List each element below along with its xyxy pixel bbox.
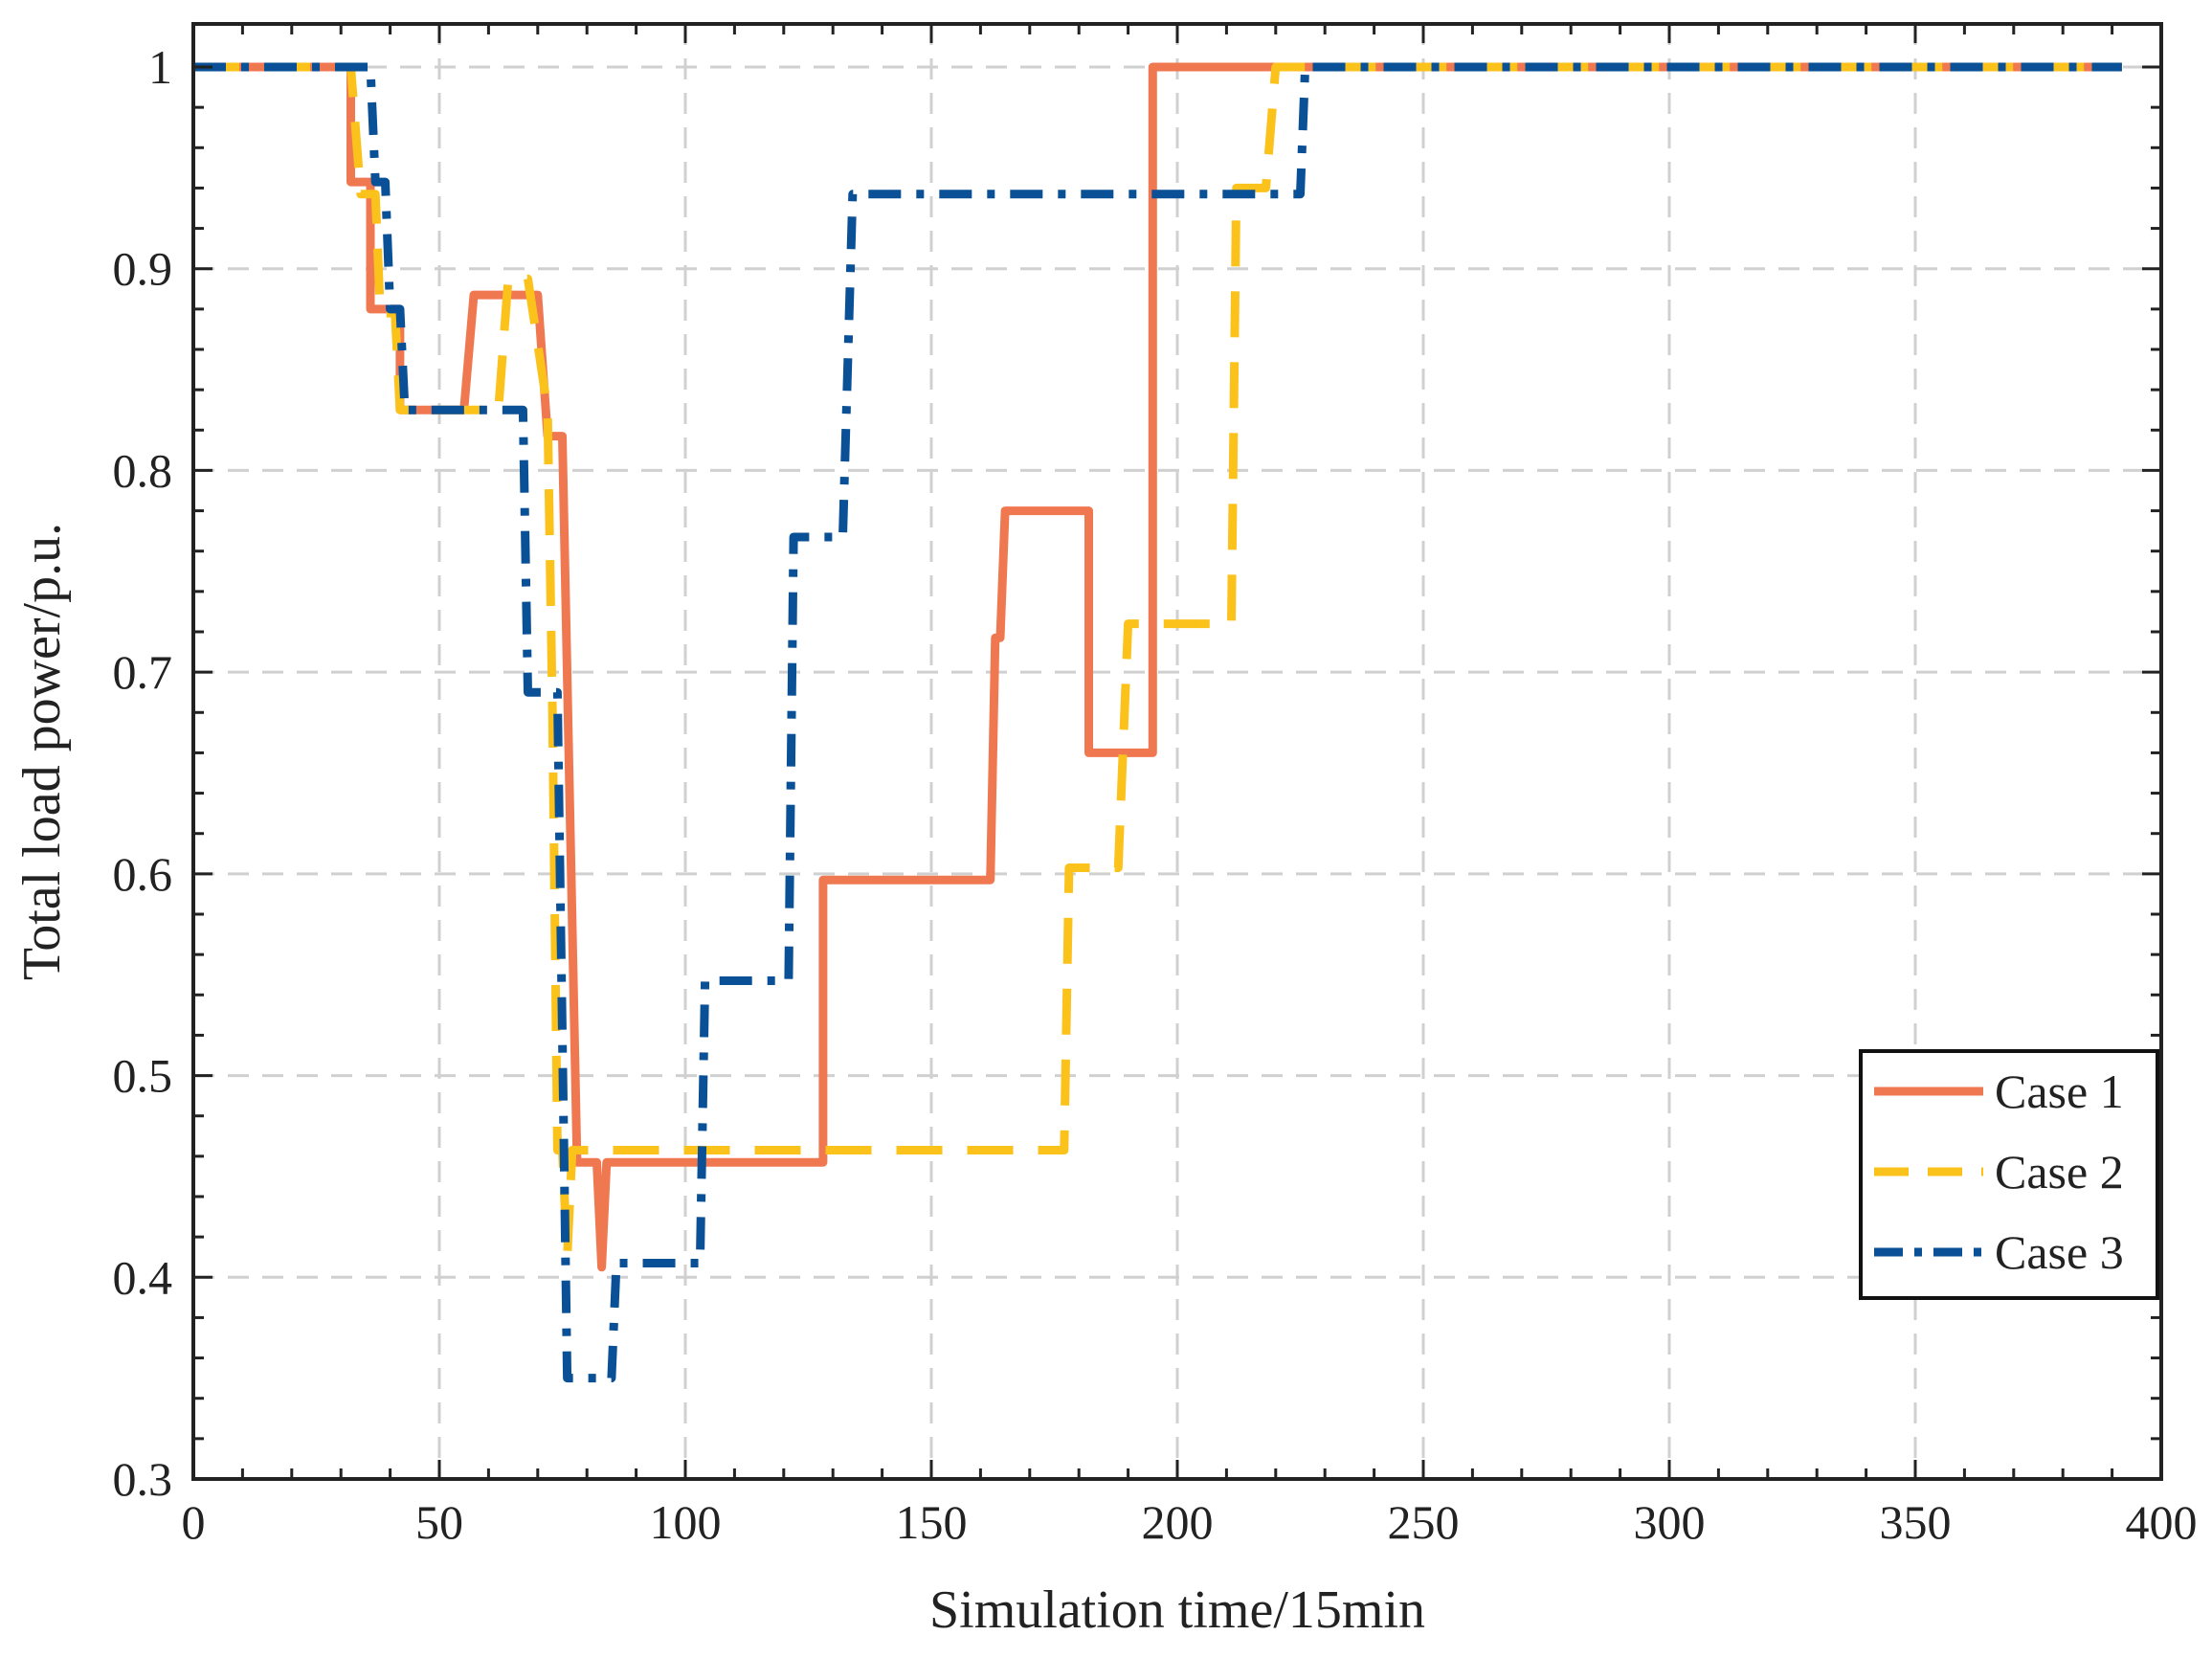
x-axis-title: Simulation time/15min xyxy=(929,1580,1425,1640)
x-tick-label: 250 xyxy=(1388,1495,1460,1549)
tick-labels: 0 50 100 150 200 250 300 350 400 0.3 0.4 0.5 0.6 0.7 0… xyxy=(113,40,2198,1549)
x-tick-label: 50 xyxy=(415,1495,463,1549)
series-line-case-3 xyxy=(193,62,2122,1383)
y-tick-label: 0.5 xyxy=(113,1049,173,1103)
y-tick-label: 1 xyxy=(148,40,172,94)
legend-items: Case 1 Case 2 Case 3 xyxy=(1874,1064,2124,1279)
x-tick-label: 300 xyxy=(1634,1495,1706,1549)
series-lines xyxy=(193,62,2122,1383)
x-tick-label: 200 xyxy=(1142,1495,1214,1549)
y-axis-title: Total load power/p.u. xyxy=(12,523,72,980)
legend-label-case-1: Case 1 xyxy=(1995,1064,2124,1118)
legend-label-case-3: Case 3 xyxy=(1995,1225,2124,1279)
x-tick-label: 350 xyxy=(1880,1495,1952,1549)
y-tick-label: 0.7 xyxy=(113,645,173,699)
y-tick-label: 0.6 xyxy=(113,847,173,901)
x-tick-label: 0 xyxy=(182,1495,206,1549)
y-tick-label: 0.8 xyxy=(113,443,173,497)
x-tick-label: 400 xyxy=(2126,1495,2198,1549)
legend-label-case-2: Case 2 xyxy=(1995,1145,2124,1199)
legend-box xyxy=(1859,1049,2159,1300)
y-tick-label: 0.9 xyxy=(113,242,173,296)
y-tick-label: 0.3 xyxy=(113,1452,173,1506)
y-tick-label: 0.4 xyxy=(113,1250,173,1304)
series-line-case-1 xyxy=(193,62,2122,1272)
legend: Case 1 Case 2 Case 3 xyxy=(1859,1049,2159,1300)
x-tick-label: 100 xyxy=(650,1495,722,1549)
x-tick-label: 150 xyxy=(896,1495,968,1549)
series-line-case-2 xyxy=(193,62,2122,1262)
